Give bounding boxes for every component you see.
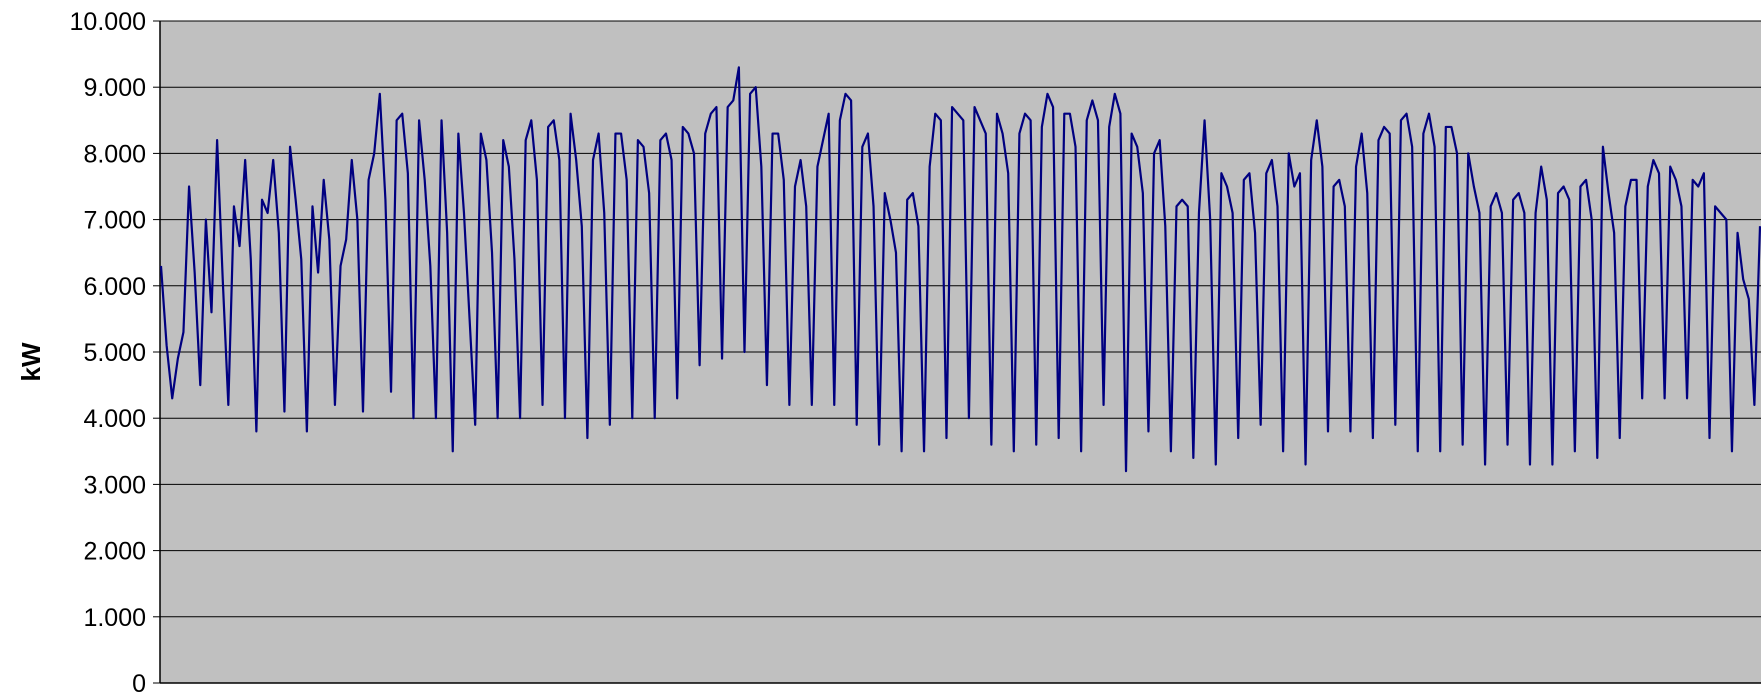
- y-tick-label: 8.000: [83, 140, 146, 168]
- y-tick-label: 6.000: [83, 273, 146, 301]
- y-axis-title: kW: [16, 342, 46, 381]
- y-tick-label: 9.000: [83, 74, 146, 102]
- y-tick-label: 5.000: [83, 339, 146, 367]
- y-tick-label: 3.000: [83, 471, 146, 499]
- series-line: [159, 66, 1761, 473]
- gridlines: [160, 20, 1761, 618]
- axes: [153, 20, 1761, 684]
- y-tick-label: 4.000: [83, 405, 146, 433]
- y-tick-label: 7.000: [83, 207, 146, 235]
- y-tick-label: 1.000: [83, 604, 146, 632]
- y-tick-label: 0: [132, 670, 146, 696]
- y-tick-labels: 0 1.000 2.000 3.000 4.000 5.000 6.000 7.000 8.00…: [70, 8, 146, 696]
- y-tick-label: 2.000: [83, 538, 146, 566]
- y-tick-label: 10.000: [70, 8, 146, 36]
